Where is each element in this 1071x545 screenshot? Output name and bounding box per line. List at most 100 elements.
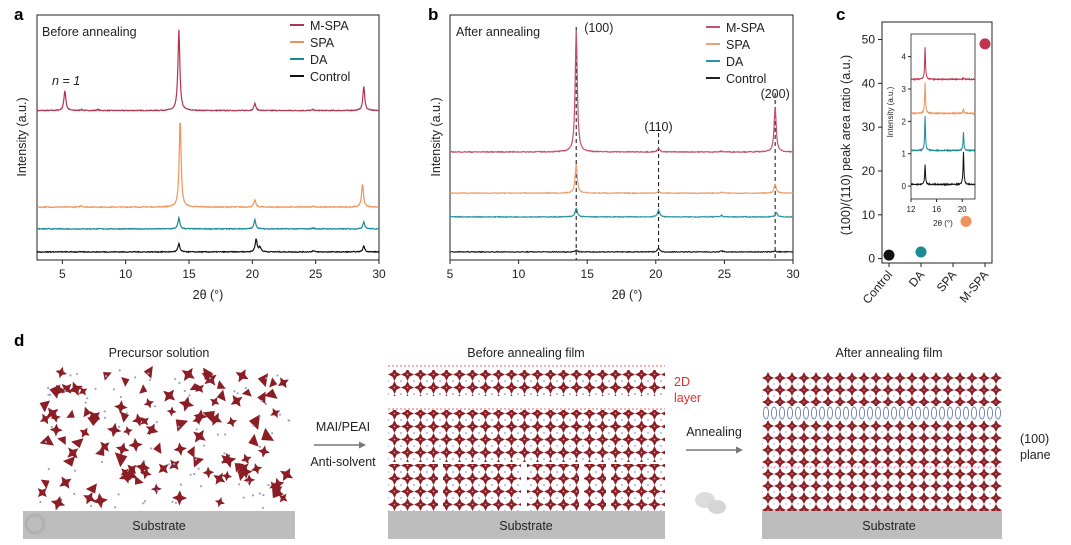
panel-a-xrd-before-annealing: 5 10 15 20 25 30 Before annealing n = 1 2θ (°… — [15, 14, 386, 302]
series-line-spa — [449, 164, 794, 195]
cation-dot — [209, 377, 212, 380]
cation-dot — [104, 375, 108, 378]
cation-dot — [142, 502, 145, 505]
substrate-3-label: Substrate — [862, 519, 916, 533]
panel-letter-a: a — [14, 5, 24, 24]
cation-dot — [119, 395, 122, 399]
fragment-icon — [261, 427, 275, 441]
octahedron-icon — [209, 396, 220, 407]
watermark-left — [24, 513, 46, 535]
octahedron-icon — [118, 469, 134, 484]
reference-label: (100) — [584, 21, 613, 35]
cation-dot — [94, 387, 97, 390]
fragment-icon — [66, 409, 75, 418]
octahedron-icon — [115, 442, 130, 456]
spacer-cation-icon — [970, 406, 978, 420]
cation-dot — [44, 440, 48, 444]
cation-dot — [69, 374, 72, 377]
fragment-icon — [248, 433, 259, 447]
octahedron-icon — [131, 413, 146, 427]
fragment-icon — [189, 382, 201, 391]
fragment-icon — [257, 373, 269, 388]
cation-dot — [73, 492, 76, 495]
octahedron-icon — [139, 467, 152, 480]
inset-x-tick-label: 12 — [907, 205, 916, 214]
cation-dot — [118, 425, 121, 428]
legend-label: DA — [310, 53, 328, 67]
2d-layer-label-line2: layer — [674, 391, 701, 405]
spacer-cation-icon — [818, 406, 826, 420]
octahedron-icon — [214, 497, 225, 508]
cation-dot — [223, 452, 226, 455]
inset-curves — [910, 47, 976, 187]
inset-y-tick-label: 4 — [902, 53, 907, 62]
cation-dot — [114, 506, 117, 509]
y-ticks: 0 10 20 30 40 50 — [862, 33, 882, 266]
cation-dot — [125, 412, 128, 415]
octahedron-icon — [270, 407, 281, 419]
spacer-cation-icon — [890, 406, 898, 420]
inset-x-tick-label: 16 — [932, 205, 941, 214]
fragment-icon — [95, 446, 105, 457]
cation-dot — [271, 432, 274, 435]
spacer-cation-icon — [898, 406, 906, 420]
cation-dot — [103, 416, 107, 419]
fragment-icon — [103, 371, 112, 381]
fragment-icon — [186, 446, 195, 458]
legend-label: Control — [310, 70, 350, 84]
octahedron-icon — [79, 427, 90, 438]
octahedron-icon — [271, 477, 285, 491]
reference-label: (110) — [644, 120, 672, 134]
spacer-cation-icon — [786, 406, 794, 420]
octahedron-icon — [68, 381, 83, 397]
cation-dot — [251, 494, 255, 497]
y-tick-label: 40 — [862, 76, 876, 90]
fragment-icon — [71, 438, 84, 448]
data-point-control — [883, 249, 895, 261]
x-tick-label: 25 — [718, 267, 732, 281]
octahedron-icon — [83, 491, 96, 505]
octahedron-icon — [181, 367, 195, 381]
octahedron-icon — [221, 454, 231, 464]
cation-dot — [148, 378, 152, 381]
cation-dot — [117, 493, 120, 496]
precursor-particles — [37, 366, 294, 511]
x-tick-label: 5 — [59, 267, 66, 281]
octahedron-icon — [213, 472, 226, 485]
spacer-cation-icon — [930, 406, 938, 420]
fragment-icon — [56, 384, 67, 395]
spacer-cation-icon — [770, 406, 778, 420]
octahedron-icon — [171, 490, 188, 506]
fragment-icon — [83, 406, 92, 418]
cation-dot — [258, 415, 261, 418]
inset-series-line-m-spa — [910, 47, 976, 82]
inset-y-tick-label: 1 — [902, 150, 907, 159]
y-tick-label: 10 — [862, 208, 876, 222]
series-line-da — [449, 207, 794, 219]
octahedron-icon — [273, 485, 283, 494]
cation-dot — [244, 387, 247, 390]
cation-dot — [134, 376, 137, 379]
spacer-cation-icon — [842, 406, 850, 420]
x-ticks: 5 10 15 20 25 30 — [447, 260, 800, 281]
cation-dot — [168, 463, 171, 466]
octahedron-icon — [202, 466, 215, 479]
substrate-1 — [23, 511, 295, 539]
stage2-title: Before annealing film — [467, 346, 584, 360]
cation-dot — [288, 419, 291, 422]
substrate-2 — [388, 511, 665, 539]
spacer-cation-icon — [762, 406, 770, 420]
arrow-head-icon — [736, 446, 743, 454]
octahedron-icon — [241, 453, 252, 465]
fragment-icon — [62, 456, 76, 467]
cation-dot — [224, 433, 227, 436]
spacer-cation-icon — [978, 406, 986, 420]
x-tick-label: 30 — [786, 267, 800, 281]
cation-dot — [267, 484, 270, 487]
spacer-cation-icon — [794, 406, 802, 420]
stage1-title: Precursor solution — [109, 346, 210, 360]
cation-dot — [100, 460, 104, 463]
watermark-right-wechat-icon — [695, 492, 726, 514]
